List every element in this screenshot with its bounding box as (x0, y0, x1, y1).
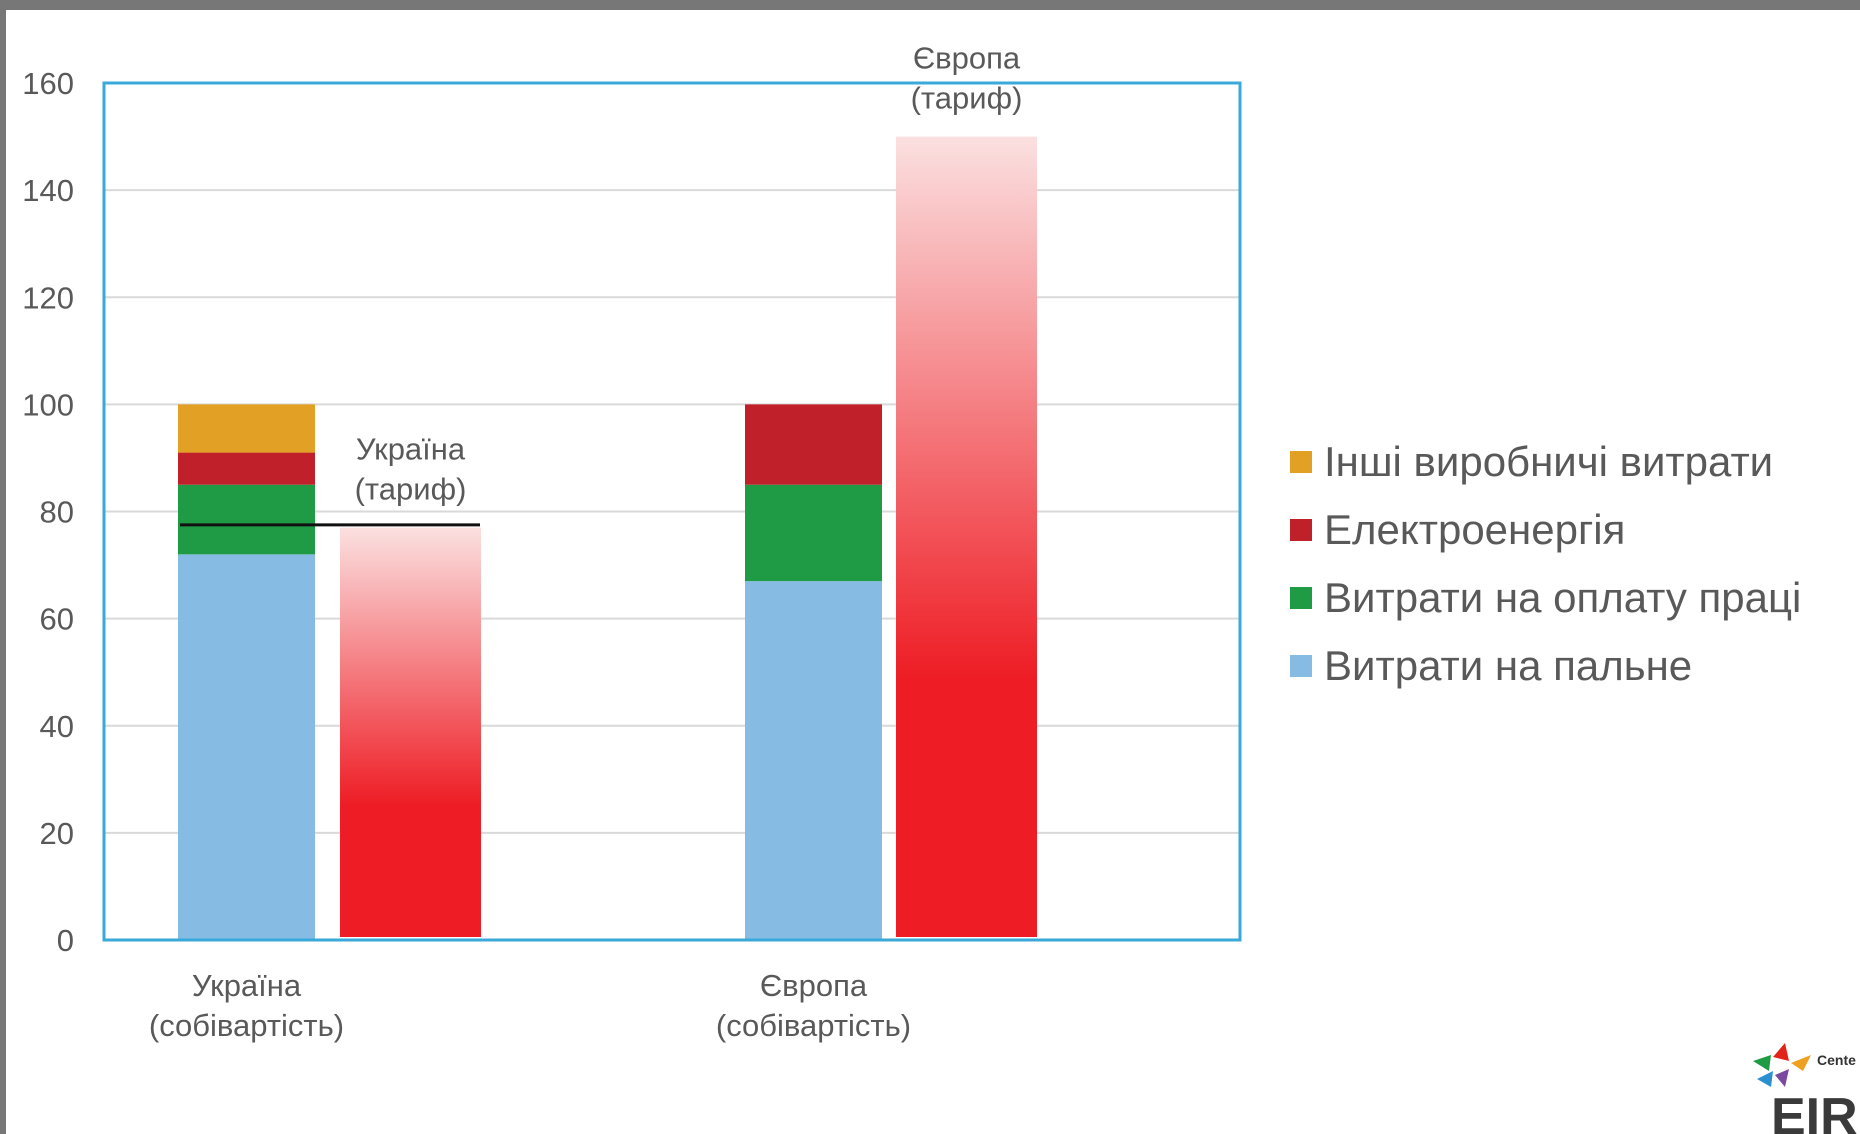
legend-label: Інші виробничі витрати (1324, 438, 1774, 485)
tariff-bar (340, 527, 481, 937)
legend-item: Витрати на пальне (1290, 632, 1801, 700)
legend-swatch (1290, 519, 1312, 541)
y-tick-label: 160 (22, 66, 74, 101)
tariff-label: (тариф) (911, 81, 1023, 116)
bar-labels: Україна (собівартість) Європа (собівартість… (149, 41, 1023, 1043)
y-tick-label: 80 (40, 495, 74, 530)
y-tick-label: 120 (22, 280, 74, 315)
left-border (0, 0, 6, 1134)
logo-small-text: Cente (1817, 1052, 1856, 1068)
legend-label: Витрати на оплату праці (1324, 574, 1802, 621)
y-axis-ticks: 0 20 40 60 80 100 120 140 160 (22, 66, 74, 958)
x-category-label: (собівартість) (716, 1008, 911, 1043)
legend-label: Електроенергія (1324, 506, 1626, 553)
logo-text: EIR (1771, 1088, 1858, 1134)
tariff-label: Україна (356, 432, 466, 467)
legend-item: Витрати на оплату праці (1290, 564, 1801, 632)
y-tick-label: 0 (57, 923, 74, 958)
x-category-label: Україна (192, 968, 302, 1003)
legend-swatch (1290, 655, 1312, 677)
legend-item: Електроенергія (1290, 496, 1801, 564)
bar-segment (178, 452, 315, 485)
bar-segment (178, 484, 315, 555)
legend-swatch (1290, 451, 1312, 473)
y-tick-label: 140 (22, 173, 74, 208)
x-category-label: (собівартість) (149, 1008, 344, 1043)
tariff-bar (896, 136, 1037, 937)
bar-segment (745, 484, 882, 582)
top-border (0, 0, 1860, 10)
x-category-label: Європа (760, 968, 868, 1003)
y-tick-label: 40 (40, 709, 74, 744)
bar-segment (178, 554, 315, 940)
bars (178, 136, 1037, 940)
y-tick-label: 20 (40, 816, 74, 851)
tariff-label: Європа (913, 41, 1021, 76)
tariff-label: (тариф) (355, 472, 467, 507)
legend: Інші виробничі витрати Електроенергія Витр… (1290, 428, 1801, 700)
bar-segment (178, 404, 315, 453)
plot-frame (102, 81, 1242, 942)
legend-item: Інші виробничі витрати (1290, 428, 1801, 496)
y-tick-label: 100 (22, 387, 74, 422)
legend-swatch (1290, 587, 1312, 609)
eir-logo: Cente EIR (1753, 1043, 1858, 1134)
bar-segment (745, 581, 882, 940)
legend-label: Витрати на пальне (1324, 642, 1693, 689)
y-tick-label: 60 (40, 602, 74, 637)
bar-segment (745, 404, 882, 485)
